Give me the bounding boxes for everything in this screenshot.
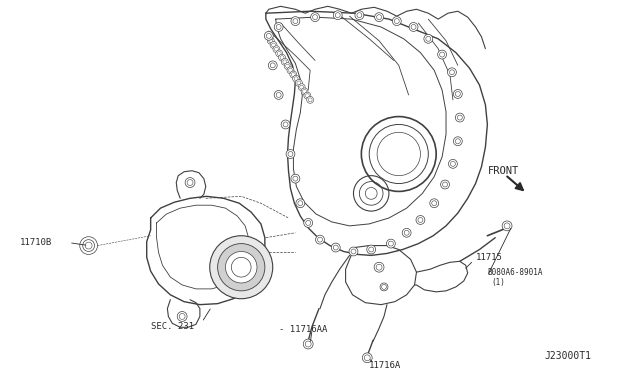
Circle shape — [453, 90, 462, 98]
Circle shape — [282, 58, 288, 65]
Circle shape — [278, 54, 285, 61]
Circle shape — [274, 23, 283, 31]
Circle shape — [502, 221, 512, 231]
Text: 11716A: 11716A — [369, 361, 401, 370]
Circle shape — [276, 50, 283, 57]
Text: B080A6-8901A: B080A6-8901A — [488, 267, 543, 277]
Circle shape — [185, 177, 195, 187]
Text: (1): (1) — [492, 279, 505, 288]
Circle shape — [453, 137, 462, 145]
Circle shape — [392, 17, 401, 26]
Circle shape — [304, 218, 312, 227]
Circle shape — [456, 113, 464, 122]
Circle shape — [307, 96, 314, 103]
Circle shape — [374, 262, 384, 272]
Circle shape — [290, 71, 297, 78]
Text: - 11716AA: - 11716AA — [278, 325, 327, 334]
Circle shape — [296, 80, 302, 86]
Circle shape — [225, 251, 257, 283]
Circle shape — [268, 37, 274, 44]
Circle shape — [402, 228, 411, 237]
Circle shape — [273, 46, 280, 53]
Circle shape — [264, 31, 273, 40]
Circle shape — [291, 17, 300, 26]
Circle shape — [374, 13, 383, 22]
Circle shape — [438, 50, 447, 59]
Text: J23000T1: J23000T1 — [545, 351, 591, 361]
Circle shape — [362, 353, 372, 363]
Circle shape — [298, 84, 305, 91]
Circle shape — [270, 42, 277, 48]
Circle shape — [83, 240, 95, 251]
Circle shape — [232, 257, 251, 277]
Text: SEC. 231: SEC. 231 — [150, 322, 194, 331]
Circle shape — [210, 236, 273, 299]
Circle shape — [304, 92, 311, 99]
Circle shape — [367, 245, 376, 254]
Circle shape — [281, 120, 290, 129]
Circle shape — [274, 90, 283, 99]
Circle shape — [310, 13, 319, 22]
Circle shape — [296, 199, 305, 208]
Circle shape — [177, 311, 187, 321]
Text: FRONT: FRONT — [488, 166, 518, 176]
Circle shape — [430, 199, 438, 208]
Circle shape — [301, 88, 308, 95]
Circle shape — [316, 235, 324, 244]
Circle shape — [218, 244, 265, 291]
Circle shape — [409, 23, 418, 31]
Circle shape — [292, 75, 300, 82]
Circle shape — [291, 174, 300, 183]
Circle shape — [449, 160, 458, 168]
Circle shape — [424, 34, 433, 43]
Circle shape — [355, 11, 364, 20]
Circle shape — [387, 239, 396, 248]
Circle shape — [284, 62, 291, 70]
Circle shape — [447, 68, 456, 77]
Circle shape — [440, 180, 449, 189]
Text: 11710B: 11710B — [20, 238, 52, 247]
Circle shape — [349, 247, 358, 256]
Circle shape — [287, 67, 294, 74]
Text: 11715: 11715 — [476, 253, 502, 262]
Circle shape — [416, 215, 425, 224]
Circle shape — [380, 283, 388, 291]
Circle shape — [333, 11, 342, 20]
Circle shape — [286, 150, 295, 158]
Circle shape — [268, 61, 277, 70]
Circle shape — [303, 339, 313, 349]
Circle shape — [332, 243, 340, 252]
